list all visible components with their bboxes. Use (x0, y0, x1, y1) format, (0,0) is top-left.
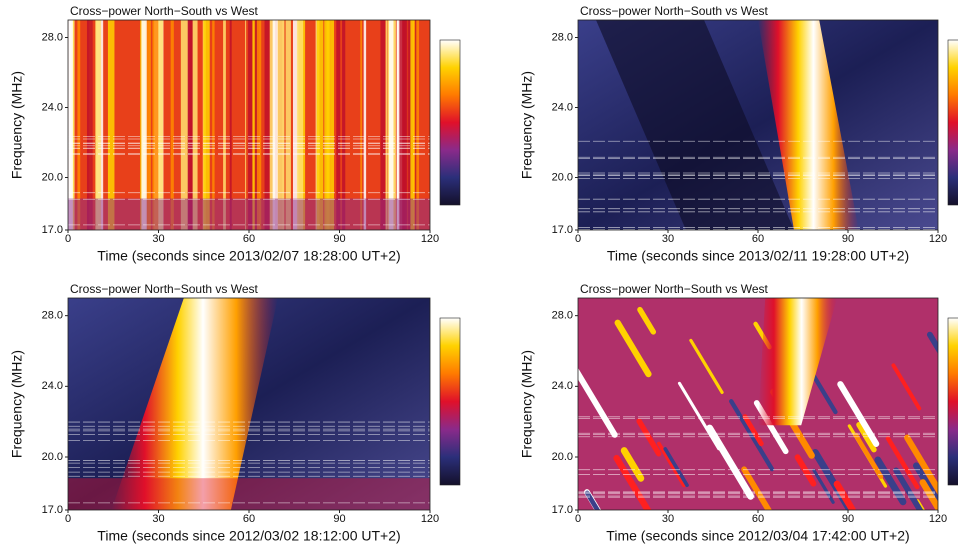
x-tick-label: 120 (929, 233, 947, 245)
y-tick-label: 24.0 (552, 380, 573, 392)
spectrogram-image (578, 298, 938, 510)
y-tick-label: 17.0 (552, 224, 573, 236)
x-tick-label: 30 (662, 233, 674, 245)
y-tick-label: 24.0 (42, 101, 63, 113)
y-axis-label: Frequency (MHz) (519, 71, 535, 179)
y-axis-label: Frequency (MHz) (9, 71, 25, 179)
x-axis-label: Time (seconds since 2013/02/11 19:28:00 … (607, 248, 909, 264)
x-tick-label: 120 (421, 233, 439, 245)
panel: Cross−power North−South vs West Time (sec… (519, 282, 958, 544)
spectrogram-image (68, 298, 430, 510)
x-tick-label: 90 (333, 233, 345, 245)
chart-title: Cross−power North−South vs West (580, 4, 769, 18)
y-tick-label: 20.0 (552, 171, 573, 183)
x-tick-label: 0 (575, 233, 581, 245)
y-axis-label: Frequency (MHz) (9, 350, 25, 458)
y-tick-label: 28.0 (42, 310, 63, 322)
panel: Cross−power North−South vs West Time (sec… (9, 4, 461, 264)
y-tick-label: 17.0 (42, 504, 63, 516)
x-axis-label: Time (seconds since 2012/03/04 17:42:00 … (606, 528, 909, 544)
x-tick-label: 30 (152, 233, 164, 245)
spectrogram-image (578, 20, 938, 230)
chart-title: Cross−power North−South vs West (70, 4, 259, 18)
x-tick-label: 90 (333, 513, 345, 525)
x-tick-label: 90 (842, 513, 854, 525)
chart-title: Cross−power North−South vs West (70, 282, 259, 296)
y-tick-label: 28.0 (42, 31, 63, 43)
x-tick-label: 60 (243, 513, 255, 525)
panel: Cross−power North−South vs West Time (sec… (519, 4, 958, 264)
y-tick-label: 28.0 (552, 310, 573, 322)
x-tick-label: 0 (65, 513, 71, 525)
chart-title: Cross−power North−South vs West (580, 282, 769, 296)
y-tick-label: 17.0 (42, 224, 63, 236)
colorbar (439, 39, 461, 206)
spectrogram-image (68, 20, 430, 230)
x-tick-label: 60 (752, 513, 764, 525)
y-tick-label: 24.0 (42, 380, 63, 392)
x-tick-label: 60 (243, 233, 255, 245)
x-tick-label: 30 (662, 513, 674, 525)
y-tick-label: 24.0 (552, 101, 573, 113)
x-tick-label: 120 (421, 513, 439, 525)
colorbar (947, 317, 958, 486)
x-tick-label: 0 (575, 513, 581, 525)
y-tick-label: 20.0 (42, 171, 63, 183)
y-tick-label: 17.0 (552, 504, 573, 516)
panel: Cross−power North−South vs West Time (sec… (9, 282, 461, 544)
x-tick-label: 30 (152, 513, 164, 525)
colorbar (439, 317, 461, 486)
colorbar (947, 39, 958, 206)
y-tick-label: 20.0 (42, 451, 63, 463)
x-tick-label: 60 (752, 233, 764, 245)
x-tick-label: 0 (65, 233, 71, 245)
y-tick-label: 20.0 (552, 451, 573, 463)
y-axis-label: Frequency (MHz) (519, 350, 535, 458)
x-tick-label: 120 (929, 513, 947, 525)
y-tick-label: 28.0 (552, 31, 573, 43)
x-axis-label: Time (seconds since 2012/03/02 18:12:00 … (97, 528, 400, 544)
x-axis-label: Time (seconds since 2013/02/07 18:28:00 … (97, 248, 400, 264)
x-tick-label: 90 (842, 233, 854, 245)
